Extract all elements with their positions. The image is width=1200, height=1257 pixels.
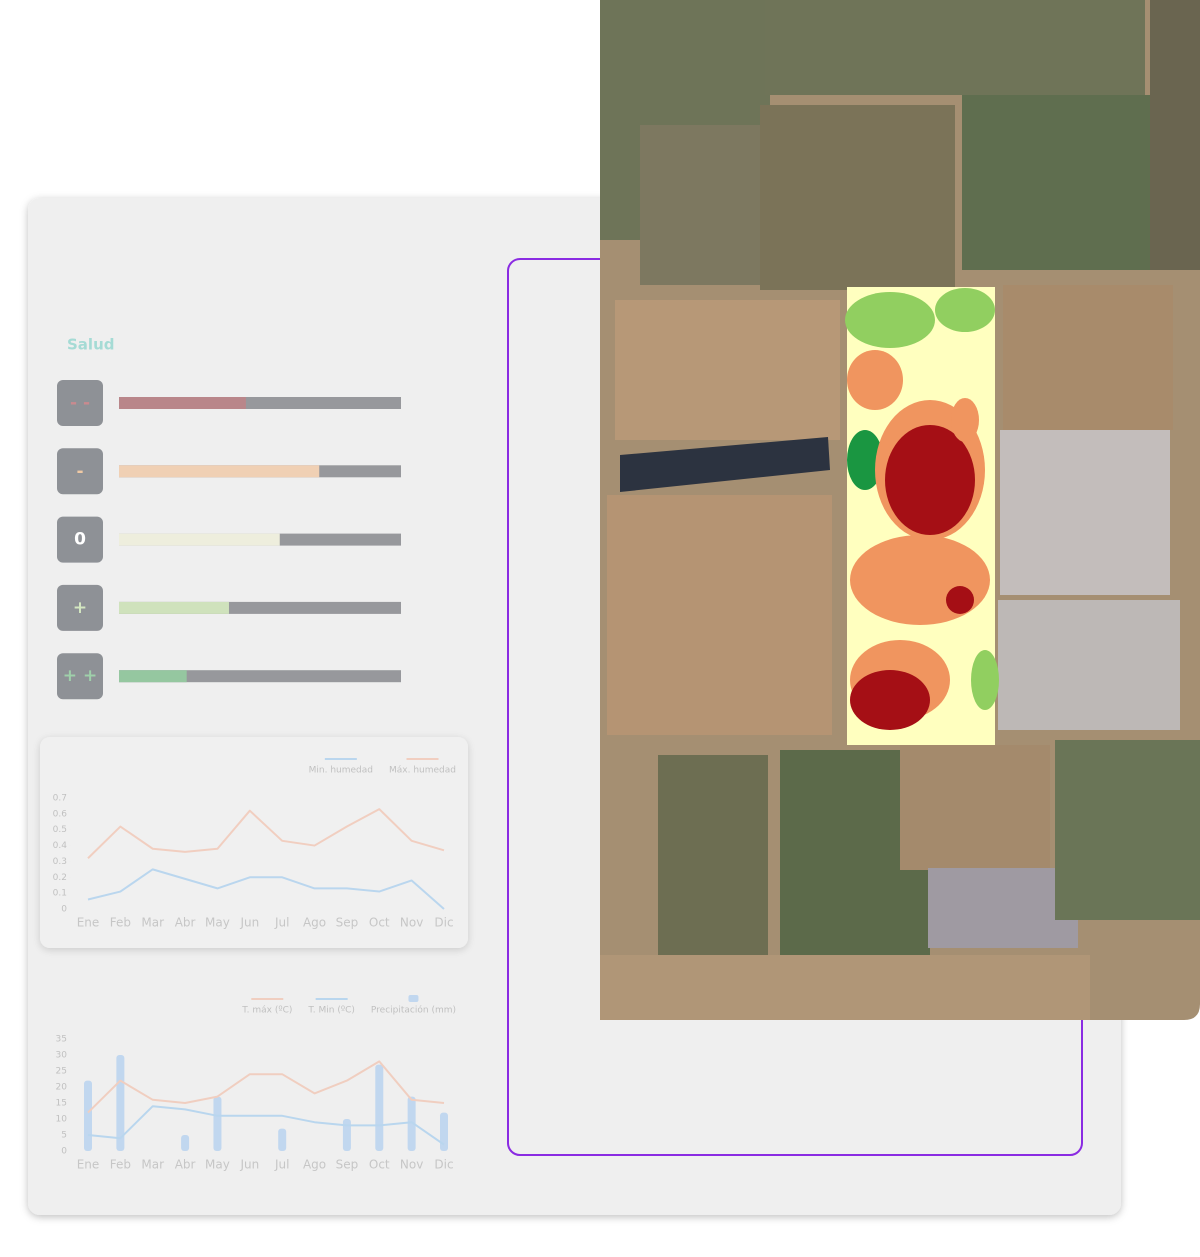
line [87, 1105, 445, 1146]
level-label: + + [63, 666, 97, 686]
level-button[interactable] [57, 584, 103, 631]
level-bar [119, 601, 229, 614]
y-tick-label: 15 [56, 1099, 67, 1109]
line [87, 1060, 445, 1114]
y-tick-label: 0.2 [53, 873, 67, 883]
y-tick-label: 5 [61, 1131, 67, 1141]
y-tick-label: 20 [56, 1083, 68, 1093]
y-tick-label: 0.4 [53, 841, 68, 851]
x-tick-label: Ago [303, 916, 326, 930]
aerial-image [600, 0, 1200, 1020]
y-tick-label: 25 [56, 1067, 67, 1077]
x-tick-label: Oct [369, 1158, 390, 1172]
legend-label: Min. humedad [309, 766, 373, 776]
bar [375, 1064, 384, 1151]
legend-label: T. Min (ºC) [307, 1006, 355, 1016]
x-tick-label: Mar [141, 916, 164, 930]
bar [116, 1055, 125, 1151]
y-tick-label: 0.3 [53, 857, 67, 867]
level-button[interactable] [57, 448, 103, 495]
legend-swatch [408, 995, 419, 1002]
charts: 0 0.1 0.2 0.3 0.4 0.5 0.6 0.7 Ene Feb Mar Abr May Jun… [53, 758, 456, 1172]
bar [213, 1096, 222, 1151]
y-tick-label: 0 [61, 1147, 67, 1157]
x-tick-label: Feb [110, 916, 131, 930]
line [87, 868, 445, 910]
x-tick-label: Jul [274, 1158, 289, 1172]
y-tick-label: 0.7 [53, 794, 67, 804]
bar [407, 1096, 416, 1151]
section-title: Salud [67, 336, 114, 354]
x-tick-label: Abr [175, 1158, 196, 1172]
level-label: - - [70, 393, 90, 413]
x-tick-label: Ago [303, 1158, 326, 1172]
level-label: 0 [74, 530, 86, 550]
legend-label: Precipitación (mm) [371, 1005, 456, 1016]
x-tick-label: Ene [77, 1158, 100, 1172]
x-tick-label: Dic [434, 916, 453, 930]
bar [84, 1080, 92, 1151]
x-tick-label: Nov [400, 1158, 423, 1172]
y-tick-label: 0.5 [53, 825, 67, 835]
y-tick-label: 0.1 [53, 889, 67, 899]
level-bar [119, 465, 320, 478]
y-tick-label: 35 [56, 1035, 67, 1045]
x-tick-label: Nov [400, 916, 423, 930]
legend-label: Máx. humedad [389, 766, 456, 776]
salud-levels: - - - 0 + + + [57, 380, 401, 700]
level-button[interactable] [57, 380, 103, 426]
x-tick-label: May [205, 916, 230, 930]
legend-label: T. máx (ºC) [241, 1006, 292, 1016]
x-tick-label: Sep [336, 916, 359, 930]
level-button[interactable] [57, 653, 103, 700]
y-tick-label: 10 [56, 1115, 68, 1125]
level-bar [119, 397, 246, 409]
bar [342, 1119, 351, 1151]
x-tick-label: Dic [434, 1158, 453, 1172]
y-tick-label: 0 [61, 905, 67, 915]
x-tick-label: Abr [175, 916, 196, 930]
x-tick-label: Jul [274, 916, 289, 930]
level-bar [119, 533, 280, 546]
level-bar [119, 670, 187, 683]
level-label: + [73, 598, 87, 618]
y-tick-label: 30 [56, 1051, 68, 1061]
level-track [119, 670, 401, 683]
chart-card [40, 737, 468, 948]
level-button[interactable] [57, 516, 103, 563]
x-tick-label: Sep [336, 1158, 359, 1172]
x-tick-label: Ene [77, 916, 100, 930]
x-tick-label: Jun [239, 1158, 259, 1172]
x-tick-label: Mar [141, 1158, 164, 1172]
x-tick-label: Oct [369, 916, 390, 930]
bar [278, 1128, 287, 1151]
bar [440, 1112, 448, 1151]
x-tick-label: May [205, 1158, 230, 1172]
y-tick-label: 0.6 [53, 809, 68, 819]
line [87, 808, 445, 859]
level-label: - [76, 461, 83, 481]
bar [181, 1135, 190, 1151]
x-tick-label: Feb [110, 1158, 131, 1172]
x-tick-label: Jun [239, 916, 259, 930]
